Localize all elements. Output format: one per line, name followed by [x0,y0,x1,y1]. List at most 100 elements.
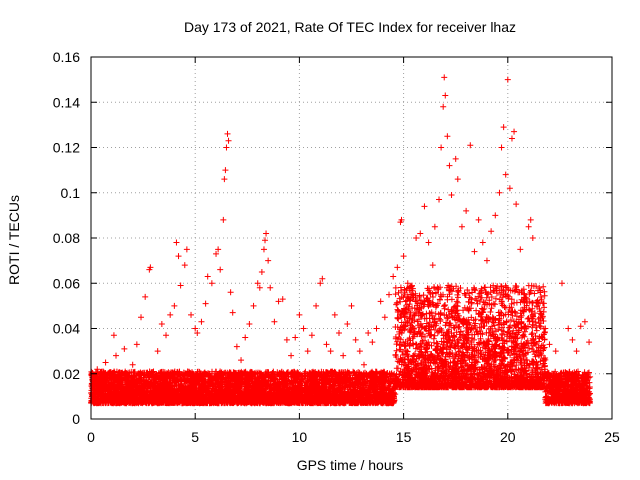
y-tick-label: 0.14 [53,94,80,110]
data-point [488,228,495,235]
x-tick-label: 20 [500,429,516,445]
data-point [517,246,524,253]
data-point [267,284,274,291]
data-point [500,124,507,131]
data-point [163,332,170,339]
data-point [224,130,231,137]
data-point [177,282,184,289]
data-point [467,142,474,149]
data-point [533,302,540,309]
data-point [258,268,265,275]
data-point [102,359,109,366]
x-tick-label: 25 [604,429,620,445]
grid-lines [91,57,612,419]
data-point [404,280,411,287]
data-point [265,257,272,264]
data-point [373,325,380,332]
data-point [440,103,447,110]
data-point [308,332,315,339]
data-point [479,239,486,246]
data-point [348,302,355,309]
data-point [263,230,270,237]
data-point [400,253,407,260]
data-point [508,135,515,142]
data-point [238,357,245,364]
data-point [386,291,393,298]
y-tick-label: 0.04 [53,321,80,337]
data-point [213,250,220,257]
data-point [147,264,154,271]
data-point [121,345,128,352]
data-point [233,343,240,350]
data-point [538,311,545,318]
data-point [381,314,388,321]
data-point [365,330,372,337]
data-point [106,388,113,395]
data-point [175,253,182,260]
data-point [421,203,428,210]
data-point [513,201,520,208]
data-point [511,128,518,135]
data-point [192,325,199,332]
data-point [313,302,320,309]
data-point [215,246,222,253]
data-point [110,332,117,339]
data-point [331,311,338,318]
data-point [317,280,324,287]
data-point [361,361,368,368]
data-point [171,302,178,309]
data-point [229,309,236,316]
data-points [88,74,594,407]
data-point [417,230,424,237]
data-point [113,352,120,359]
data-point [442,92,449,99]
dense-point-cloud [88,282,594,407]
y-tick-label: 0.02 [53,366,80,382]
x-axis-label: GPS time / hours [297,457,404,473]
x-tick-label: 5 [191,429,199,445]
data-point [483,257,490,264]
data-point [413,235,420,241]
data-point [452,155,459,162]
data-point [369,339,376,346]
data-point [471,248,478,255]
data-point [454,176,461,183]
x-tick-label: 10 [292,429,308,445]
data-point [256,284,263,291]
data-point [569,336,576,343]
data-point [262,237,269,244]
data-point [198,318,205,325]
data-point [436,196,443,203]
data-point [390,273,397,280]
data-point [496,189,503,196]
data-point [204,273,211,280]
data-point [254,280,261,287]
data-point [438,144,445,151]
data-point [394,264,401,271]
data-point [444,133,451,140]
data-point [492,212,499,219]
data-point [441,74,448,81]
data-point [296,311,303,318]
data-point [271,318,278,325]
data-point [225,137,232,144]
data-point [352,336,359,343]
data-point [498,144,505,151]
data-point [398,216,405,223]
data-point [217,266,224,273]
data-point [279,296,286,303]
data-point [125,379,132,386]
data-point [542,325,549,332]
y-tick-label: 0.1 [61,185,81,201]
y-tick-label: 0 [72,411,80,427]
data-point [154,348,161,355]
data-point [222,167,229,174]
data-point [167,311,174,318]
x-tick-labels: 0 5 10 15 20 25 [87,429,620,445]
data-point [502,171,509,178]
data-point [448,192,455,199]
data-point [194,330,201,337]
data-point [221,176,228,183]
data-point [242,334,249,341]
data-point [188,311,195,318]
